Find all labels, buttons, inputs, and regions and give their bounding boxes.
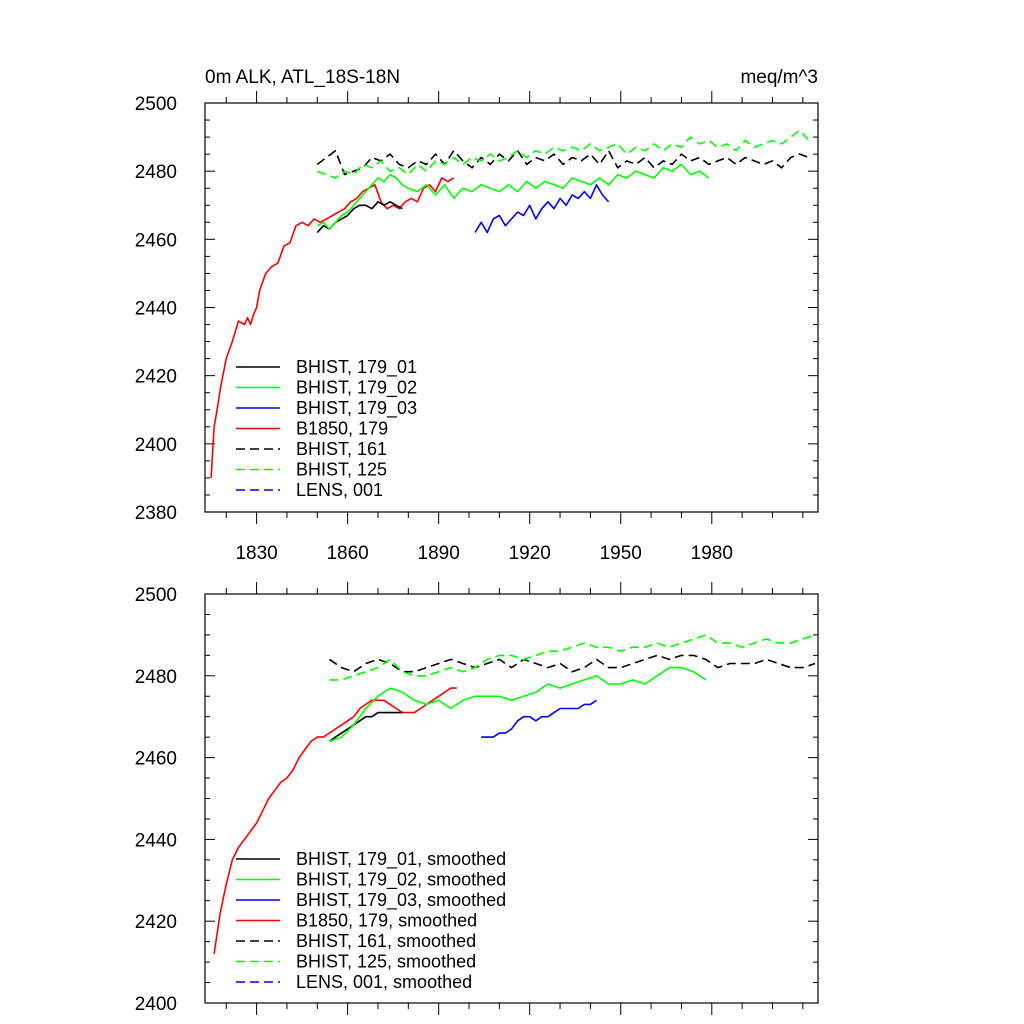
series-line — [329, 666, 707, 742]
units-label: meq/m^3 — [740, 67, 818, 88]
legend-label: BHIST, 179_03 — [296, 398, 417, 419]
y-tick-label: 2500 — [135, 94, 177, 115]
series-line — [481, 699, 597, 738]
y-tick-label: 2440 — [135, 299, 177, 320]
legend-label: B1850, 179, smoothed — [296, 911, 477, 931]
legend-label: BHIST, 125, smoothed — [296, 952, 476, 972]
x-tick-label: 1980 — [691, 543, 733, 564]
legend-label: LENS, 001 — [296, 480, 383, 500]
legend-label: BHIST, 125 — [296, 460, 387, 480]
y-tick-label: 2420 — [135, 912, 177, 933]
y-tick-label: 2500 — [135, 585, 177, 606]
series-line — [329, 634, 816, 681]
x-tick-label: 1860 — [326, 543, 368, 564]
y-tick-label: 2420 — [135, 367, 177, 388]
chart-title: 0m ALK, ATL_18S-18N — [205, 67, 400, 88]
series-line — [316, 149, 810, 176]
bottom-panel: 2400 2420 2440 2460 2480 2500 BHIST, 179_01, s… — [135, 582, 819, 1015]
x-tick-label: 1950 — [600, 543, 642, 564]
series-line — [328, 654, 816, 673]
y-tick-label: 2440 — [135, 830, 177, 851]
legend-label: BHIST, 179_01, smoothed — [296, 849, 506, 870]
legend-label: BHIST, 161 — [296, 439, 387, 459]
series-line — [210, 177, 455, 478]
x-tick-label: 1830 — [235, 543, 277, 564]
legend-label: BHIST, 179_02 — [296, 378, 417, 399]
y-tick-label: 2400 — [135, 994, 177, 1015]
legend-label: B1850, 179 — [296, 419, 388, 439]
series-line — [316, 163, 710, 230]
series-group — [210, 129, 810, 478]
y-tick-label: 2460 — [135, 230, 177, 251]
legend-label: LENS, 001, smoothed — [296, 972, 472, 992]
series-line — [213, 687, 457, 955]
y-tick-label: 2480 — [135, 162, 177, 183]
x-tick-label: 1920 — [509, 543, 551, 564]
series-group — [213, 634, 816, 955]
y-tick-label: 2480 — [135, 667, 177, 688]
y-tick-label: 2460 — [135, 749, 177, 770]
legend-label: BHIST, 179_01 — [296, 357, 417, 378]
y-tick-label: 2380 — [135, 503, 177, 524]
top-panel: 2380 2400 2420 2440 2460 2480 2500 1830 1860 1890… — [135, 67, 819, 564]
series-line — [317, 129, 810, 179]
series-line — [328, 711, 403, 742]
x-tick-label: 1890 — [418, 543, 460, 564]
legend-label: BHIST, 161, smoothed — [296, 931, 476, 951]
y-tick-label: 2400 — [135, 435, 177, 456]
legend-label: BHIST, 179_03, smoothed — [296, 890, 506, 911]
legend-label: BHIST, 179_02, smoothed — [296, 870, 506, 891]
series-line — [474, 184, 610, 234]
